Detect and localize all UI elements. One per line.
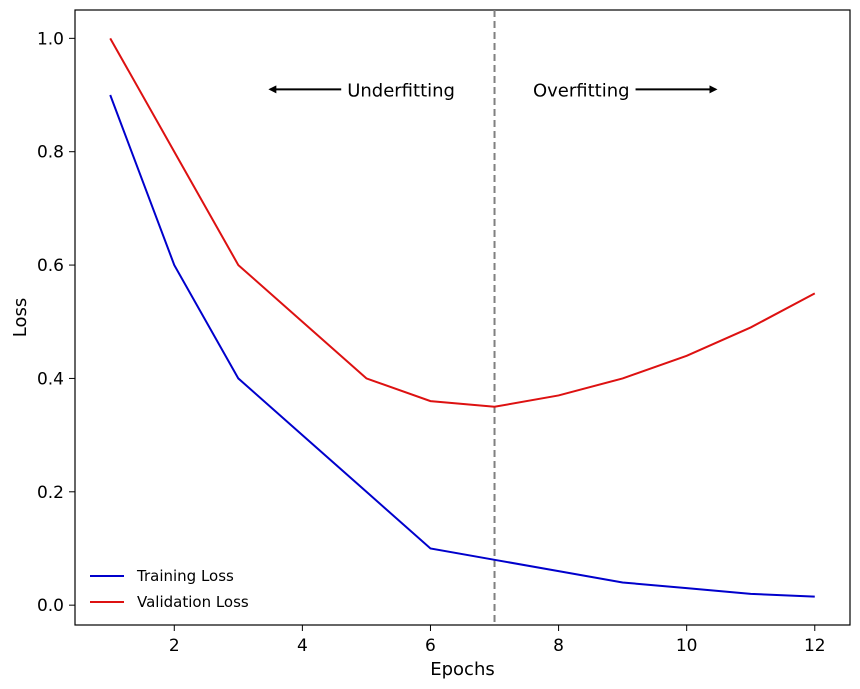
legend-entry: Validation Loss (137, 593, 249, 611)
y-tick-label: 1.0 (37, 29, 64, 49)
x-tick-label: 8 (553, 636, 564, 656)
y-tick-label: 0.2 (37, 483, 64, 503)
x-axis-label: Epochs (430, 659, 495, 680)
annotation-underfitting: Underfitting (347, 80, 455, 101)
legend: Training Loss Validation Loss (90, 567, 249, 611)
x-tick-label: 6 (425, 636, 436, 656)
y-tick-label: 0.6 (37, 256, 64, 276)
x-tick-label: 4 (297, 636, 308, 656)
x-tick-label: 10 (676, 636, 698, 656)
series-line-training (109, 94, 815, 598)
y-tick-label: 0.4 (37, 369, 64, 389)
x-tick-label: 12 (804, 636, 826, 656)
y-tick-label: 0.0 (37, 596, 64, 616)
x-tick-label: 2 (169, 636, 180, 656)
y-tick-label: 0.8 (37, 143, 64, 163)
y-axis-label: Loss (10, 298, 31, 337)
legend-entry: Training Loss (136, 567, 234, 585)
annotation-overfitting: Overfitting (533, 80, 630, 101)
plot-area (74, 9, 851, 626)
series-line-validation (109, 37, 816, 408)
